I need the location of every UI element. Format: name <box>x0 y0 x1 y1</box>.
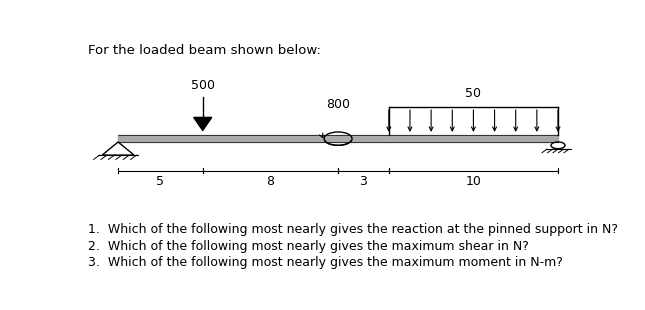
Polygon shape <box>194 117 212 131</box>
Bar <box>118 135 558 142</box>
Text: 50: 50 <box>466 86 481 100</box>
Text: 10: 10 <box>466 175 481 188</box>
Text: For the loaded beam shown below:: For the loaded beam shown below: <box>88 44 321 57</box>
Text: 3.  Which of the following most nearly gives the maximum moment in N-m?: 3. Which of the following most nearly gi… <box>88 256 563 269</box>
Text: 800: 800 <box>326 99 350 111</box>
Text: 5: 5 <box>157 175 164 188</box>
Text: 2.  Which of the following most nearly gives the maximum shear in N?: 2. Which of the following most nearly gi… <box>88 240 529 253</box>
Text: 500: 500 <box>191 79 215 92</box>
Text: 1.  Which of the following most nearly gives the reaction at the pinned support : 1. Which of the following most nearly gi… <box>88 224 618 237</box>
Text: 3: 3 <box>359 175 368 188</box>
Text: 8: 8 <box>266 175 274 188</box>
